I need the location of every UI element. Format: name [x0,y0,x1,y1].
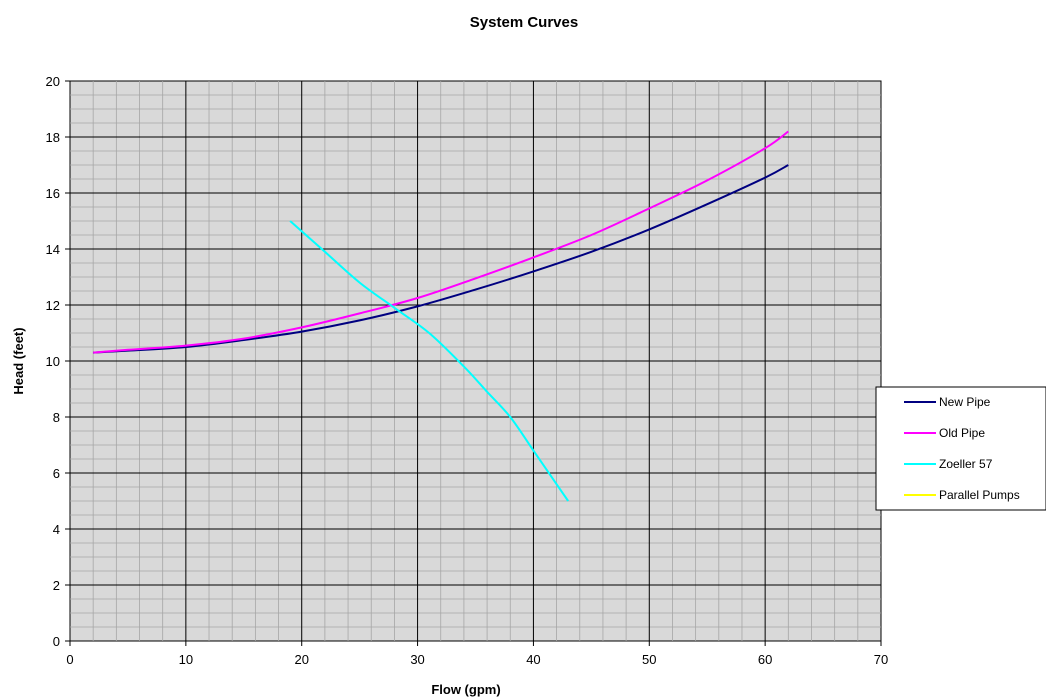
major-grid [70,81,881,641]
x-tick-label: 60 [758,652,772,667]
legend-box [875,386,1046,511]
chart-title: System Curves [470,14,578,31]
y-tick-label: 0 [53,634,60,649]
y-tick-label: 18 [46,130,60,145]
series-line-old-pipe [93,130,789,354]
x-tick-label: 10 [179,652,193,667]
x-tick-label: 70 [874,652,888,667]
series-line-zoeller-57 [289,220,570,502]
y-axis: 0 2 4 6 8 10 12 14 16 18 20 [46,74,70,649]
legend: New Pipe Old Pipe Zoeller 57 Parallel Pumps [875,386,1046,511]
x-axis-label: Flow (gpm) [431,682,500,697]
legend-label: Old Pipe [939,426,985,440]
x-tick-label: 0 [66,652,73,667]
x-tick-label: 50 [642,652,656,667]
y-tick-label: 12 [46,298,60,313]
y-tick-label: 6 [53,466,60,481]
x-tick-label: 30 [410,652,424,667]
x-tick-label: 40 [526,652,540,667]
y-tick-label: 14 [46,242,60,257]
y-tick-label: 4 [53,522,60,537]
y-tick-label: 8 [53,410,60,425]
y-tick-label: 16 [46,186,60,201]
legend-label: Zoeller 57 [939,457,993,471]
legend-label: New Pipe [939,395,991,409]
y-tick-label: 2 [53,578,60,593]
y-tick-label: 10 [46,354,60,369]
x-tick-label: 20 [294,652,308,667]
series-layer [93,130,789,502]
series-line-new-pipe [93,164,789,354]
x-axis: 0 10 20 30 40 50 60 70 [66,641,888,667]
y-tick-label: 20 [46,74,60,89]
y-axis-label: Head (feet) [11,327,26,394]
legend-label: Parallel Pumps [939,488,1020,502]
